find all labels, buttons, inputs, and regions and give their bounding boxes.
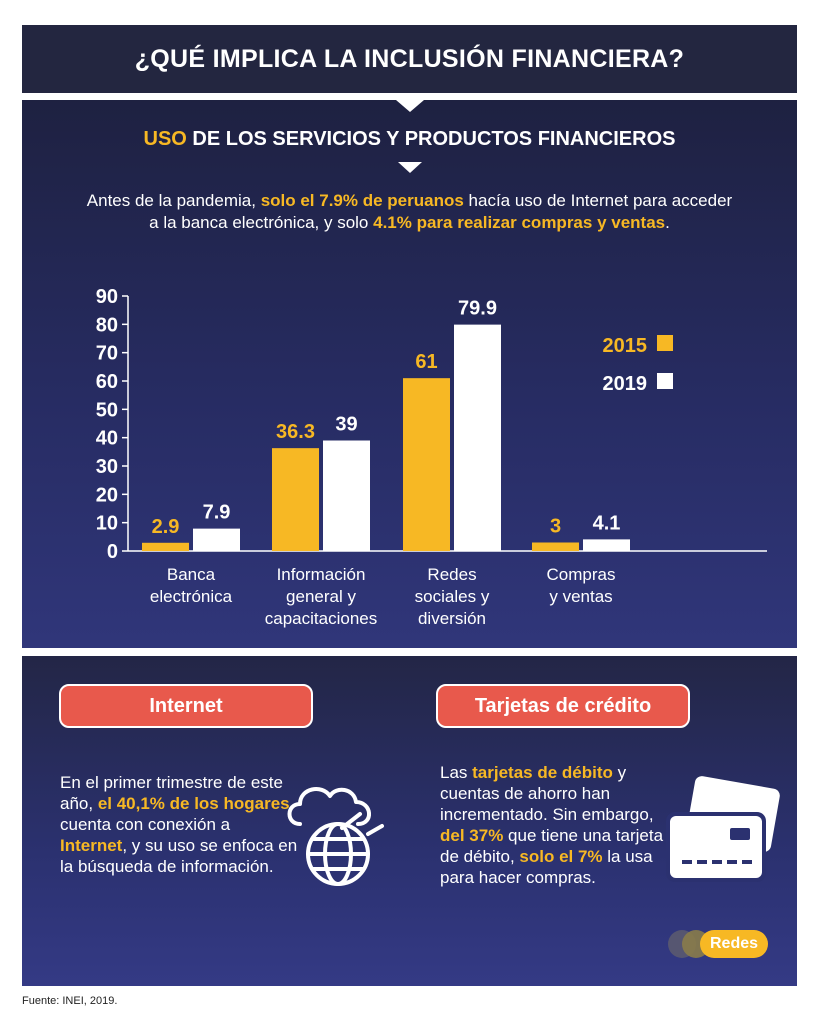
- internet-t2: cuenta con conexión a: [60, 815, 231, 834]
- data-label: 61: [415, 351, 437, 373]
- bar-chart: 0 10 20 30 40 50 60 70 80 90 2.9 7.9 Banca electrónic…: [96, 286, 767, 628]
- intro-h1: solo el 7.9% de peruanos: [260, 191, 464, 210]
- intro-text: Antes de la pandemia, solo el 7.9% de pe…: [82, 190, 737, 234]
- intro-p1: Antes de la pandemia,: [86, 191, 261, 210]
- subtitle-arrow: [397, 162, 422, 173]
- tarjetas-t4: la usa para hacer compras.: [440, 847, 653, 887]
- tarjetas-h3: solo el 7%: [519, 847, 603, 866]
- bar: [323, 440, 370, 551]
- tarjetas-t3: que tiene una tarjeta de débito,: [440, 826, 664, 866]
- bar: [532, 542, 579, 551]
- page-title: ¿QUÉ IMPLICA LA INCLUSIÓN FINANCIERA?: [22, 25, 797, 93]
- x-tick-label: Banca: [167, 565, 216, 584]
- legend-swatch: [657, 335, 673, 351]
- internet-t3: , y su uso se enfoca en la búsqueda de i…: [60, 836, 298, 876]
- credit-cards-icon: [666, 776, 780, 882]
- x-tick-label: Información: [277, 565, 366, 584]
- x-tick-label: sociales y: [415, 587, 490, 606]
- y-tick-label: 90: [96, 286, 118, 308]
- bar: [193, 528, 240, 551]
- source-note: Fuente: INEI, 2019.: [22, 995, 118, 1007]
- usage-panel: USO DE LOS SERVICIOS Y PRODUCTOS FINANCI…: [22, 100, 797, 648]
- bar: [272, 448, 319, 551]
- internet-text: En el primer trimestre de este año, el 4…: [60, 772, 300, 877]
- tarjetas-text: Las tarjetas de débito y cuentas de ahor…: [440, 762, 670, 888]
- info-panel: Internet Tarjetas de crédito En el prime…: [22, 656, 797, 986]
- data-label: 36.3: [276, 421, 315, 443]
- y-tick-label: 60: [96, 371, 118, 393]
- tarjetas-t2: y cuentas de ahorro han incrementado. Si…: [440, 763, 654, 824]
- bar: [583, 539, 630, 551]
- y-tick-label: 0: [107, 541, 118, 563]
- tarjetas-label: Tarjetas de crédito: [436, 684, 690, 728]
- tarjetas-t1: Las: [440, 763, 473, 782]
- x-tick-label: Compras: [547, 565, 616, 584]
- section-subtitle: USO DE LOS SERVICIOS Y PRODUCTOS FINANCI…: [22, 128, 797, 151]
- data-label: 4.1: [593, 512, 621, 534]
- tarjetas-h1: tarjetas de débito: [472, 763, 613, 782]
- legend-label: 2015: [603, 335, 648, 357]
- data-label: 79.9: [458, 298, 497, 320]
- y-tick-label: 40: [96, 428, 118, 450]
- bar: [454, 324, 501, 551]
- y-tick-label: 50: [96, 399, 118, 421]
- internet-h2: Internet: [60, 836, 123, 855]
- x-tick-label: y ventas: [549, 587, 612, 606]
- x-tick-label: electrónica: [150, 587, 233, 606]
- x-tick-label: Redes: [427, 565, 476, 584]
- notch-arrow: [395, 100, 424, 112]
- tarjetas-h2: del 37%: [440, 826, 504, 845]
- y-tick-label: 80: [96, 314, 118, 336]
- subtitle-rest: DE LOS SERVICIOS Y PRODUCTOS FINANCIEROS: [186, 128, 676, 150]
- intro-p3: .: [665, 213, 670, 232]
- subtitle-highlight: USO: [143, 128, 187, 150]
- x-tick-label: capacitaciones: [265, 609, 377, 628]
- internet-t1: En el primer trimestre de este año,: [60, 773, 283, 813]
- y-tick-label: 30: [96, 456, 118, 478]
- globe-cloud-icon: [287, 787, 384, 886]
- intro-h2: 4.1% para realizar compras y ventas: [373, 213, 666, 232]
- data-label: 39: [335, 414, 357, 436]
- y-tick-label: 70: [96, 343, 118, 365]
- x-tick-label: general y: [286, 587, 356, 606]
- y-tick-label: 10: [96, 513, 118, 535]
- x-tick-label: diversión: [418, 609, 486, 628]
- data-label: 3: [550, 516, 561, 538]
- bar: [142, 542, 189, 551]
- legend-label: 2019: [603, 373, 648, 395]
- intro-p2: hacía uso de Internet para acceder a la …: [149, 191, 733, 232]
- legend-swatch: [657, 373, 673, 389]
- logo-text: Redes: [700, 930, 769, 958]
- bar: [403, 378, 450, 551]
- redes-logo: Redes: [668, 930, 788, 960]
- internet-h1: el 40,1% de los hogares: [97, 794, 290, 813]
- y-tick-label: 20: [96, 484, 118, 506]
- internet-label: Internet: [59, 684, 313, 728]
- data-label: 2.9: [152, 516, 180, 538]
- data-label: 7.9: [203, 502, 231, 524]
